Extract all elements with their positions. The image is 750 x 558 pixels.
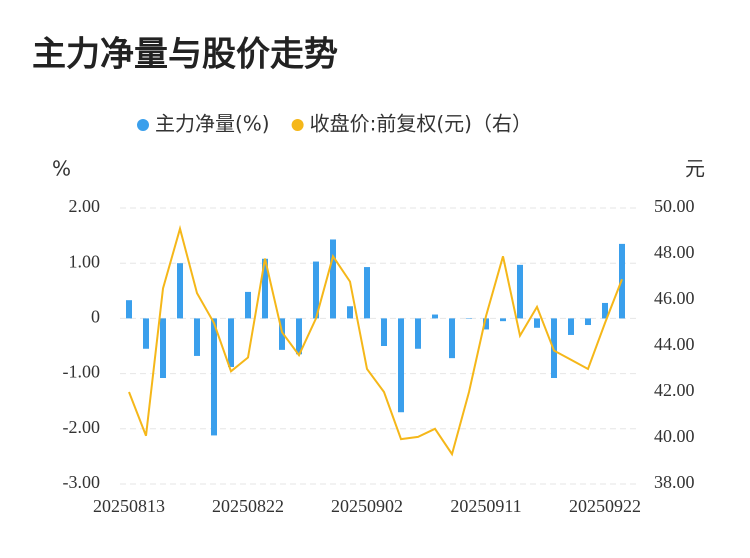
- y-tick-label: 1.00: [69, 251, 101, 271]
- y-tick-label: 2.00: [69, 196, 101, 216]
- bar: [500, 318, 506, 322]
- legend-label: 主力净量(%): [155, 112, 270, 136]
- x-tick-label: 20250922: [569, 496, 641, 516]
- legend-label: 收盘价:前复权(元)（右）: [310, 112, 532, 136]
- bar: [262, 258, 268, 319]
- bar: [517, 264, 523, 319]
- bar: [296, 318, 302, 355]
- chart-title: 主力净量与股价走势: [32, 35, 338, 75]
- bar: [330, 239, 336, 319]
- bar: [449, 318, 455, 359]
- y2-tick-label: 50.00: [654, 196, 695, 216]
- y2-tick-label: 42.00: [654, 380, 695, 400]
- bar: [534, 318, 540, 328]
- y2-tick-label: 40.00: [654, 426, 695, 446]
- bar: [364, 267, 370, 319]
- bar: [347, 306, 353, 319]
- y-tick-label: 0: [91, 307, 100, 327]
- bar: [415, 318, 421, 349]
- bar: [585, 318, 591, 326]
- y2-tick-label: 46.00: [654, 288, 695, 308]
- x-tick-label: 20250911: [450, 496, 521, 516]
- y2-tick-label: 48.00: [654, 242, 695, 262]
- bar: [432, 314, 438, 319]
- bar: [483, 318, 489, 330]
- y2-unit: 元: [685, 157, 705, 181]
- x-tick-label: 20250902: [331, 496, 403, 516]
- bar: [194, 318, 200, 356]
- legend-marker: [137, 119, 149, 131]
- y2-tick-label: 44.00: [654, 334, 695, 354]
- bar: [160, 318, 166, 379]
- bar: [313, 261, 319, 319]
- y-tick-label: -2.00: [63, 417, 101, 437]
- bar: [398, 318, 404, 413]
- bar: [143, 318, 149, 349]
- bar: [568, 318, 574, 335]
- bar: [602, 302, 608, 319]
- bar: [228, 318, 234, 367]
- legend-marker: [291, 119, 304, 131]
- x-tick-label: 20250813: [93, 496, 165, 516]
- y-tick-label: -3.00: [63, 472, 101, 492]
- bar: [245, 291, 251, 319]
- bar: [279, 318, 285, 350]
- bar: [177, 263, 183, 319]
- price-line: [128, 224, 623, 457]
- bar: [126, 300, 132, 319]
- x-tick-label: 20250822: [212, 496, 284, 516]
- y-tick-label: -1.00: [63, 362, 101, 382]
- bar: [211, 318, 217, 436]
- bar: [466, 318, 472, 319]
- bar: [381, 318, 387, 346]
- y2-tick-label: 38.00: [654, 472, 695, 492]
- y-unit: %: [52, 157, 71, 181]
